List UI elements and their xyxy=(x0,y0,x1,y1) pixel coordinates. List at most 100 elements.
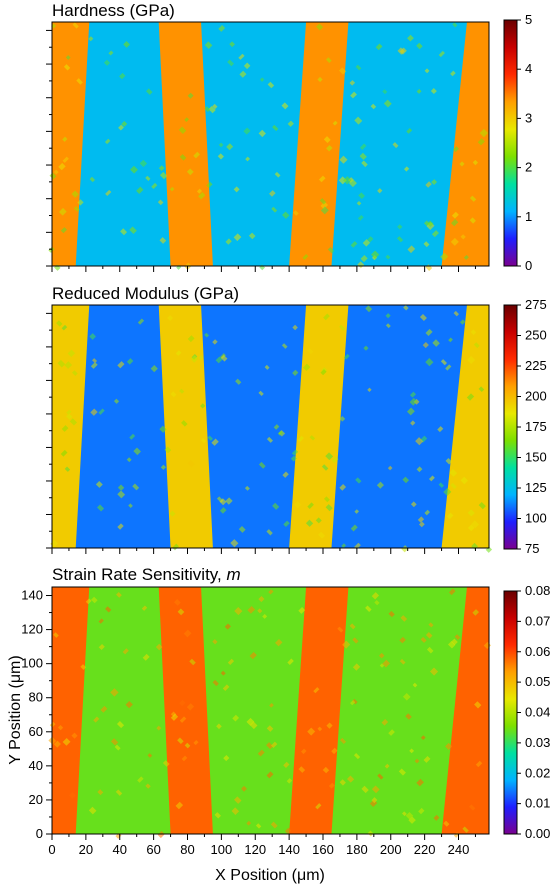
texture-speck xyxy=(206,181,213,188)
texture-speck xyxy=(71,190,79,198)
high-phase-band xyxy=(441,587,489,834)
texture-speck xyxy=(170,713,179,721)
texture-speck xyxy=(234,607,243,616)
texture-speck xyxy=(453,146,460,153)
texture-speck xyxy=(338,67,347,75)
texture xyxy=(48,22,489,271)
texture-speck xyxy=(361,160,368,168)
colorbar-tick-label: 275 xyxy=(525,297,547,312)
high-phase-band xyxy=(289,22,349,266)
texture-speck xyxy=(95,480,103,488)
texture-speck xyxy=(291,449,299,456)
texture-speck xyxy=(420,735,426,741)
texture-speck xyxy=(313,687,320,694)
texture-speck xyxy=(223,754,230,762)
texture-speck xyxy=(118,124,124,131)
modulus-colorbar: 75 100 125 150 175 200 225 250 275 xyxy=(503,297,547,556)
texture-speck xyxy=(132,483,140,491)
texture-speck xyxy=(416,88,422,94)
texture-speck xyxy=(58,207,67,216)
texture-speck xyxy=(350,91,357,99)
texture-speck xyxy=(448,588,456,596)
low-phase-region xyxy=(52,587,489,834)
texture-speck xyxy=(170,391,177,398)
texture-speck xyxy=(352,637,359,644)
texture-speck xyxy=(60,227,68,234)
texture-speck xyxy=(69,418,77,426)
texture-speck xyxy=(298,766,306,773)
texture-speck xyxy=(319,198,327,205)
texture-speck xyxy=(323,313,330,321)
plot-frame xyxy=(51,304,490,549)
texture-speck xyxy=(283,761,290,769)
colorbar-tick-label: 0.07 xyxy=(525,613,550,628)
texture-speck xyxy=(239,70,247,78)
texture-speck xyxy=(485,546,493,553)
texture-speck xyxy=(471,520,480,529)
texture-speck xyxy=(339,324,346,331)
texture-speck xyxy=(473,342,480,349)
texture-speck xyxy=(204,332,210,338)
texture-speck xyxy=(451,219,459,227)
x-tick-label: 200 xyxy=(380,842,402,857)
texture-speck xyxy=(110,688,119,697)
texture-speck xyxy=(121,120,128,127)
texture-speck xyxy=(196,188,203,194)
texture-speck xyxy=(398,768,406,776)
texture-speck xyxy=(67,349,76,358)
texture-speck xyxy=(326,722,333,729)
texture-speck xyxy=(472,609,479,616)
texture-speck xyxy=(469,217,476,224)
hardness-panel: Hardness (GPa) 0 1 2 3 4 5 xyxy=(46,1,532,273)
texture-speck xyxy=(453,310,459,317)
texture-speck xyxy=(141,605,148,611)
texture-speck xyxy=(354,509,359,514)
texture-speck xyxy=(187,92,194,99)
texture-speck xyxy=(225,238,232,245)
colorbar-tick-label: 75 xyxy=(525,541,539,556)
texture-speck xyxy=(212,103,218,110)
texture-speck xyxy=(190,355,199,363)
texture-speck xyxy=(57,724,64,731)
texture-speck xyxy=(317,726,323,732)
y-tick-label: 60 xyxy=(29,724,43,739)
texture-speck xyxy=(307,502,314,509)
texture-speck xyxy=(424,68,430,74)
colorbar-tick-label: 0.04 xyxy=(525,705,550,720)
texture-speck xyxy=(357,214,364,221)
texture-speck xyxy=(467,509,475,517)
texture-speck xyxy=(207,435,213,441)
texture-speck xyxy=(108,50,114,56)
texture-speck xyxy=(269,190,276,197)
texture-speck xyxy=(73,206,80,212)
texture-speck xyxy=(370,103,377,110)
texture-speck xyxy=(294,501,302,509)
texture-speck xyxy=(399,636,406,644)
srs-title: Strain Rate Sensitivity, m xyxy=(52,565,241,584)
texture-speck xyxy=(381,718,389,726)
texture-speck xyxy=(338,176,347,185)
texture-speck xyxy=(76,78,83,85)
colorbar-tick-label: 5 xyxy=(525,12,532,27)
texture-speck xyxy=(175,801,184,810)
texture-speck xyxy=(305,519,314,527)
texture-speck xyxy=(282,471,289,478)
texture-speck xyxy=(110,738,119,746)
texture-speck xyxy=(371,250,380,259)
texture-speck xyxy=(225,497,233,505)
high-phase-band xyxy=(158,22,213,266)
texture-speck xyxy=(399,658,406,665)
texture-speck xyxy=(302,254,309,260)
texture-speck xyxy=(117,484,125,491)
texture-speck xyxy=(365,605,372,612)
texture-speck xyxy=(420,636,427,643)
y-tick-label: 120 xyxy=(21,622,43,637)
texture-speck xyxy=(437,426,444,433)
texture-speck xyxy=(155,643,163,651)
x-tick-label: 160 xyxy=(312,842,334,857)
texture-speck xyxy=(418,521,425,528)
texture-speck xyxy=(71,732,78,739)
texture-speck xyxy=(325,504,333,512)
texture-speck xyxy=(116,591,122,598)
modulus-title: Reduced Modulus (GPa) xyxy=(52,284,239,303)
